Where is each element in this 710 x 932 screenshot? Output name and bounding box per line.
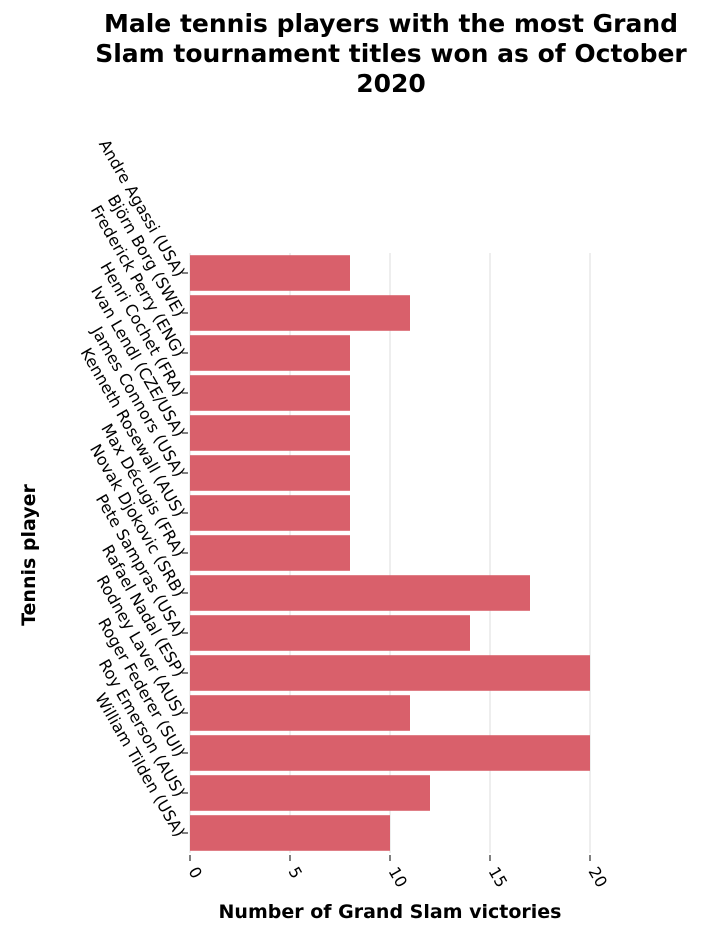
bars <box>190 255 590 851</box>
x-tick-label: 10 <box>385 864 412 891</box>
chart-title: Male tennis players with the most GrandS… <box>95 9 687 98</box>
y-axis-label: Tennis player <box>18 483 40 625</box>
chart-title-line: Slam tournament titles won as of October <box>95 39 687 68</box>
bar <box>190 575 530 611</box>
bar <box>190 655 590 691</box>
bar <box>190 335 350 371</box>
bar <box>190 815 390 851</box>
bar <box>190 775 430 811</box>
bar <box>190 535 350 571</box>
bar <box>190 375 350 411</box>
x-tick-label: 15 <box>485 864 512 891</box>
bar <box>190 255 350 291</box>
chart-title-line: 2020 <box>356 69 426 98</box>
bar <box>190 735 590 771</box>
chart-title-line: Male tennis players with the most Grand <box>104 9 678 38</box>
x-tick-label: 0 <box>185 864 207 882</box>
x-axis-label: Number of Grand Slam victories <box>219 901 562 923</box>
bar <box>190 615 470 651</box>
bar <box>190 415 350 451</box>
bar <box>190 495 350 531</box>
bar <box>190 455 350 491</box>
bar <box>190 295 410 331</box>
x-tick-label: 5 <box>285 864 307 882</box>
y-axis-ticks: Andre Agassi (USA)Björn Borg (SWE)Freder… <box>77 136 189 840</box>
x-tick-label: 20 <box>585 864 612 891</box>
bar <box>190 695 410 731</box>
x-axis-ticks: 0 5 10 15 20 <box>185 855 612 891</box>
